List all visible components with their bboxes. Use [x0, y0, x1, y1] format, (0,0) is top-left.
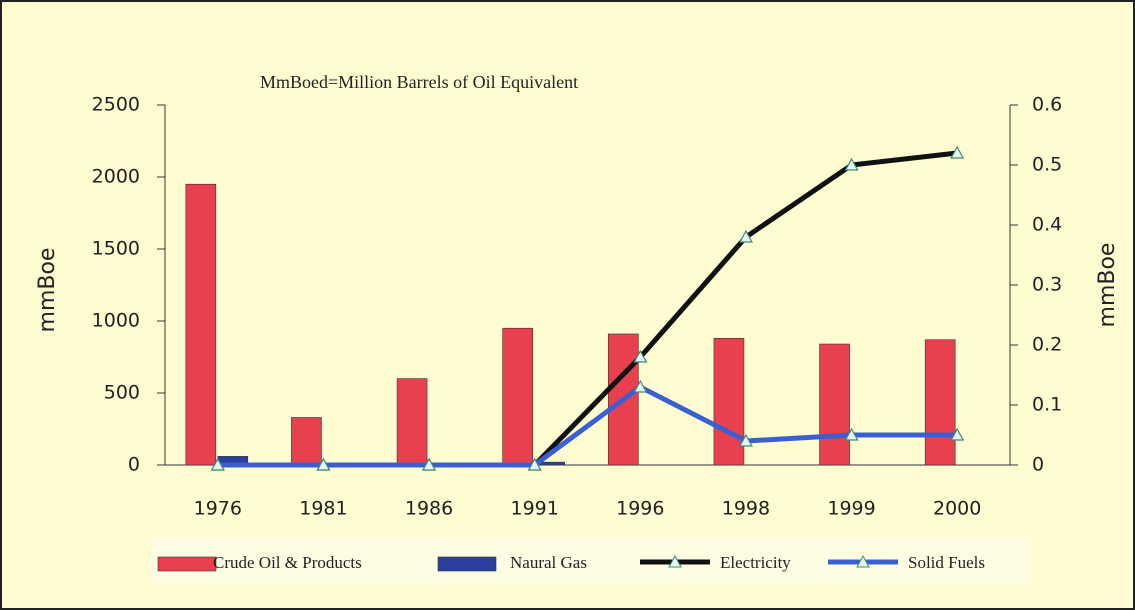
bar — [502, 327, 533, 466]
x-tick-label: 1998 — [722, 498, 770, 520]
legend-marker — [856, 554, 870, 568]
y2-tick-label: 0.6 — [1032, 94, 1062, 116]
x-tick-label: 1999 — [827, 498, 875, 520]
bar — [396, 378, 428, 466]
y2-tick-label: 0 — [1032, 454, 1044, 476]
line-marker — [210, 457, 225, 471]
line — [217, 384, 958, 468]
legend-swatch — [157, 556, 217, 572]
x-tick-label: 1996 — [616, 498, 664, 520]
y-tick-label: 500 — [104, 382, 140, 404]
legend-label: Naural Gas — [510, 553, 587, 572]
y-tick-label: 0 — [128, 454, 140, 476]
x-tick-label: 1986 — [405, 498, 453, 520]
line-marker — [633, 349, 648, 363]
line-marker — [316, 457, 331, 471]
x-tick-label: 1981 — [299, 498, 347, 520]
y2-tick-label: 0.3 — [1032, 274, 1062, 296]
line-marker — [738, 433, 753, 447]
y2-tick-label: 0.5 — [1032, 154, 1062, 176]
x-tick-label: 1991 — [511, 498, 559, 520]
chart-title: MmBoed=Million Barrels of Oil Equivalent — [260, 72, 578, 92]
legend-marker — [668, 554, 682, 568]
y2-axis-label: mmBoe — [1095, 243, 1120, 328]
line-marker — [633, 379, 648, 393]
y2-tick-label: 0.1 — [1032, 394, 1062, 416]
y2-tick-label: 0.4 — [1032, 214, 1062, 236]
legend-label: Crude Oil & Products — [213, 553, 362, 572]
bar — [924, 339, 956, 466]
y2-tick-label: 0.2 — [1032, 334, 1062, 356]
line-marker — [527, 457, 542, 471]
bar — [185, 183, 217, 466]
bar — [291, 417, 322, 466]
legend-swatch — [437, 556, 497, 572]
legend-label: Solid Fuels — [908, 553, 985, 572]
y-tick-label: 1000 — [92, 310, 140, 332]
line-marker — [422, 457, 437, 471]
x-tick-label: 1976 — [194, 498, 242, 520]
x-tick-label: 2000 — [933, 498, 981, 520]
line-marker — [950, 145, 965, 159]
y-tick-label: 1500 — [92, 238, 140, 260]
bar — [819, 343, 850, 466]
line-marker — [738, 229, 753, 243]
line-marker — [844, 427, 859, 441]
y-tick-label: 2000 — [92, 166, 140, 188]
line-marker — [844, 157, 859, 171]
y-axis-label: mmBoe — [35, 248, 60, 333]
line-marker — [950, 427, 965, 441]
bar — [713, 337, 745, 466]
legend-label: Electricity — [720, 553, 791, 572]
y-tick-label: 2500 — [92, 94, 140, 116]
